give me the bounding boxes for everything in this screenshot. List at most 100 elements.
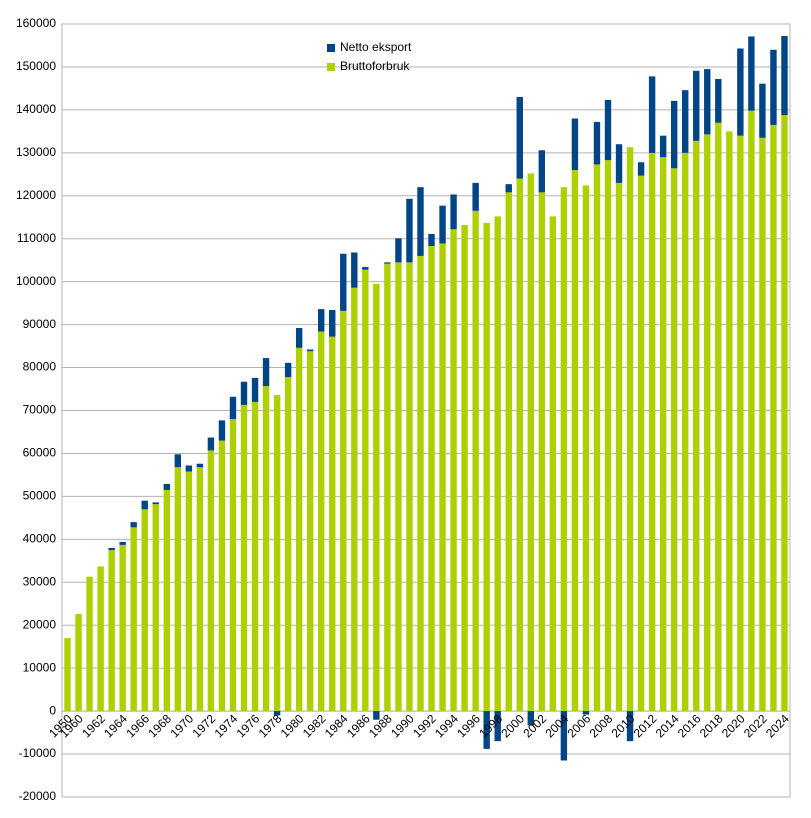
bar (229, 396, 237, 420)
x-tick-label: 1988 (366, 711, 395, 740)
bar (748, 110, 755, 712)
bar (693, 140, 700, 712)
y-tick-label: 10000 (23, 660, 57, 674)
legend-swatch (327, 44, 335, 52)
bar (560, 187, 568, 712)
bar (737, 135, 744, 712)
bar (119, 541, 126, 545)
bar (373, 711, 380, 720)
bar (472, 210, 479, 712)
bar (439, 205, 446, 244)
bar (251, 401, 259, 712)
x-tick-label: 2006 (565, 711, 594, 740)
bar (75, 614, 82, 712)
bar (395, 262, 402, 712)
bar (483, 222, 490, 712)
bar (604, 160, 612, 712)
bar (417, 187, 424, 256)
x-tick-label: 2018 (697, 711, 726, 740)
x-tick-label: 1978 (256, 711, 285, 740)
bar (659, 157, 667, 712)
bar (273, 395, 281, 712)
x-tick-label: 1968 (145, 711, 174, 740)
x-tick-label: 1970 (167, 711, 196, 740)
x-tick-label: 2000 (498, 711, 527, 740)
bar (406, 198, 413, 263)
bar (284, 377, 292, 712)
y-tick-label: -20000 (19, 789, 57, 803)
x-tick-label: 2014 (653, 711, 682, 740)
bar (229, 419, 237, 712)
bar (715, 78, 722, 123)
bar (362, 267, 369, 270)
x-tick-label: 1998 (476, 711, 505, 740)
bar (362, 269, 369, 712)
bar (373, 283, 380, 712)
bar (615, 144, 623, 183)
bar (516, 97, 523, 179)
bar (428, 233, 435, 247)
y-tick-label: 120000 (16, 188, 56, 202)
bar (318, 331, 325, 712)
y-tick-label: 30000 (23, 574, 57, 588)
x-tick-label: 1992 (410, 711, 439, 740)
x-tick-label: 2010 (609, 711, 638, 740)
bar (196, 463, 204, 468)
bar (306, 351, 314, 712)
x-tick-label: 1972 (189, 711, 218, 740)
bar (395, 238, 402, 263)
bar (108, 550, 115, 712)
bar (549, 216, 557, 712)
bar (163, 483, 170, 490)
bar (759, 137, 766, 712)
bar (262, 358, 270, 387)
x-tick-label: 1962 (79, 711, 108, 740)
bar (295, 347, 303, 712)
x-tick-label: 1986 (344, 711, 373, 740)
bar (527, 173, 534, 712)
bar (516, 178, 523, 712)
bar (284, 362, 292, 378)
x-tick-label: 1980 (278, 711, 307, 740)
bar (626, 711, 634, 742)
y-tick-label: 110000 (17, 231, 56, 245)
bar (615, 182, 623, 712)
bar (461, 224, 468, 712)
bar (163, 489, 170, 712)
bar (648, 152, 656, 712)
x-tick-label: 2024 (763, 711, 792, 740)
x-tick-label: 1994 (432, 711, 461, 740)
bar (670, 168, 678, 712)
bar (637, 162, 645, 176)
bar (670, 100, 678, 169)
bar (306, 349, 314, 352)
bar (207, 450, 215, 712)
x-tick-label: 2008 (587, 711, 616, 740)
y-tick-label: 60000 (23, 446, 57, 460)
bar (682, 152, 689, 712)
y-tick-label: 90000 (23, 317, 57, 331)
y-tick-label: 40000 (23, 532, 57, 546)
bar (770, 124, 777, 712)
bar (781, 115, 788, 712)
bar (571, 170, 579, 712)
bar (737, 48, 744, 136)
bar (439, 243, 446, 712)
bar (406, 262, 413, 712)
legend-label: Bruttoforbruk (340, 59, 410, 73)
bar (174, 454, 182, 468)
bar (637, 175, 645, 712)
x-tick-label: 2002 (520, 711, 549, 740)
bar (329, 310, 336, 337)
bar (417, 255, 424, 712)
x-tick-label: 2016 (675, 711, 704, 740)
bar (240, 381, 248, 405)
bar (505, 184, 512, 193)
bar (770, 49, 777, 125)
bar (781, 36, 788, 116)
bar (185, 465, 193, 472)
bar (505, 192, 512, 712)
bar (759, 83, 766, 138)
bar (240, 404, 248, 712)
